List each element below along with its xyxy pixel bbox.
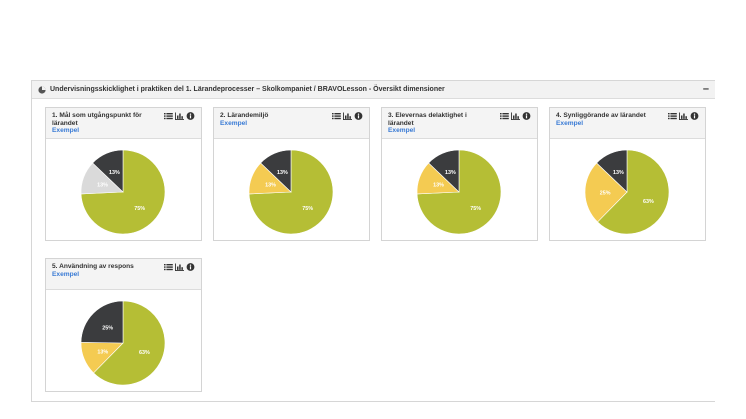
pie-slice-label: 13%	[613, 170, 624, 176]
pie-slice-label: 13%	[433, 182, 444, 188]
dimension-card-1: 1. Mål som utgångspunkt för lärandet Exe…	[45, 107, 202, 241]
pie-chart: 75% 13%13%	[80, 149, 166, 235]
bar-chart-icon[interactable]	[343, 112, 352, 120]
bar-chart-icon[interactable]	[175, 112, 184, 120]
info-icon[interactable]	[186, 112, 195, 120]
pie-slice-dark[interactable]	[92, 149, 124, 193]
bar-chart-icon[interactable]	[175, 263, 184, 271]
info-icon[interactable]	[690, 112, 699, 120]
list-icon[interactable]	[668, 112, 677, 120]
list-icon[interactable]	[164, 263, 173, 271]
pie-slice-dark[interactable]	[596, 149, 628, 193]
pie-chart: 63% 13% 25%	[80, 300, 166, 386]
pie-slice-label: 13%	[445, 170, 456, 176]
card-tools	[164, 263, 195, 271]
pie-slice-label: 75%	[302, 206, 313, 212]
list-icon[interactable]	[500, 112, 509, 120]
card-title-text: 1. Mål som utgångspunkt för lärandet	[52, 112, 142, 127]
pie-chart: 75% 13%13%	[416, 149, 502, 235]
pie-slice-label: 25%	[102, 325, 113, 331]
pie-slice-label: 75%	[134, 206, 145, 212]
card-tools	[332, 112, 363, 120]
card-header: 5. Användning av respons Exempel	[46, 259, 201, 290]
dimension-card-3: 3. Elevernas delaktighet i lärandet Exem…	[381, 107, 538, 241]
pie-slice-label: 13%	[277, 170, 288, 176]
pie-slice-label: 63%	[643, 199, 654, 205]
pie-slice-green[interactable]	[80, 149, 166, 235]
card-title: 2. Lärandemiljö Exempel	[220, 112, 320, 127]
example-link[interactable]: Exempel	[52, 270, 80, 278]
card-header: 2. Lärandemiljö Exempel	[214, 108, 369, 139]
card-header: 4. Synliggörande av lärandet Exempel	[550, 108, 705, 139]
panel-header: Undervisningsskicklighet i praktiken del…	[32, 81, 715, 99]
pie-slice-green[interactable]	[597, 149, 670, 235]
card-tools	[500, 112, 531, 120]
dimension-card-5: 5. Användning av respons Exempel 63% 13% 2…	[45, 258, 202, 392]
pie-slice-yellow[interactable]	[584, 162, 628, 223]
collapse-button[interactable]: –	[702, 83, 709, 95]
pie-chart: 75% 13%13%	[248, 149, 334, 235]
card-title-text: 3. Elevernas delaktighet i lärandet	[388, 112, 467, 127]
card-header: 1. Mål som utgångspunkt för lärandet Exe…	[46, 108, 201, 139]
card-tools	[668, 112, 699, 120]
card-header: 3. Elevernas delaktighet i lärandet Exem…	[382, 108, 537, 139]
dimension-card-4: 4. Synliggörande av lärandet Exempel 63%…	[549, 107, 706, 241]
pie-slice-dark[interactable]	[260, 149, 292, 193]
pie-slice-label: 25%	[600, 190, 611, 196]
list-icon[interactable]	[164, 112, 173, 120]
info-icon[interactable]	[186, 263, 195, 271]
example-link[interactable]: Exempel	[220, 119, 248, 127]
pie-chart: 63% 25% 13%	[584, 149, 670, 235]
bar-chart-icon[interactable]	[511, 112, 520, 120]
pie-slice-label: 13%	[97, 349, 108, 355]
bar-chart-icon[interactable]	[679, 112, 688, 120]
pie-slice-label: 63%	[139, 350, 150, 356]
example-link[interactable]: Exempel	[388, 127, 416, 134]
card-title-text: 4. Synliggörande av lärandet	[556, 112, 646, 119]
pie-slice-dark[interactable]	[80, 300, 124, 344]
pie-slice-label: 13%	[97, 182, 108, 188]
dimension-card-2: 2. Lärandemiljö Exempel 75% 13% 13%	[213, 107, 370, 241]
card-title: 3. Elevernas delaktighet i lärandet Exem…	[388, 112, 488, 135]
card-tools	[164, 112, 195, 120]
pie-slice-green[interactable]	[416, 149, 502, 235]
card-title-text: 5. Användning av respons	[52, 263, 134, 270]
pie-slice-dark[interactable]	[428, 149, 460, 193]
card-title: 5. Användning av respons Exempel	[52, 263, 152, 278]
card-title-text: 2. Lärandemiljö	[220, 112, 269, 119]
pie-slice-green[interactable]	[93, 300, 166, 386]
card-title: 4. Synliggörande av lärandet Exempel	[556, 112, 656, 127]
example-link[interactable]: Exempel	[556, 119, 584, 127]
pie-slice-label: 13%	[109, 170, 120, 176]
card-title: 1. Mål som utgångspunkt för lärandet Exe…	[52, 112, 152, 135]
pie-slice-green[interactable]	[248, 149, 334, 235]
pie-slice-label: 75%	[470, 206, 481, 212]
example-link[interactable]: Exempel	[52, 127, 80, 134]
pie-slice-label: 13%	[265, 182, 276, 188]
pie-chart-icon	[38, 85, 46, 94]
panel-title: Undervisningsskicklighet i praktiken del…	[50, 86, 445, 93]
info-icon[interactable]	[354, 112, 363, 120]
list-icon[interactable]	[332, 112, 341, 120]
info-icon[interactable]	[522, 112, 531, 120]
